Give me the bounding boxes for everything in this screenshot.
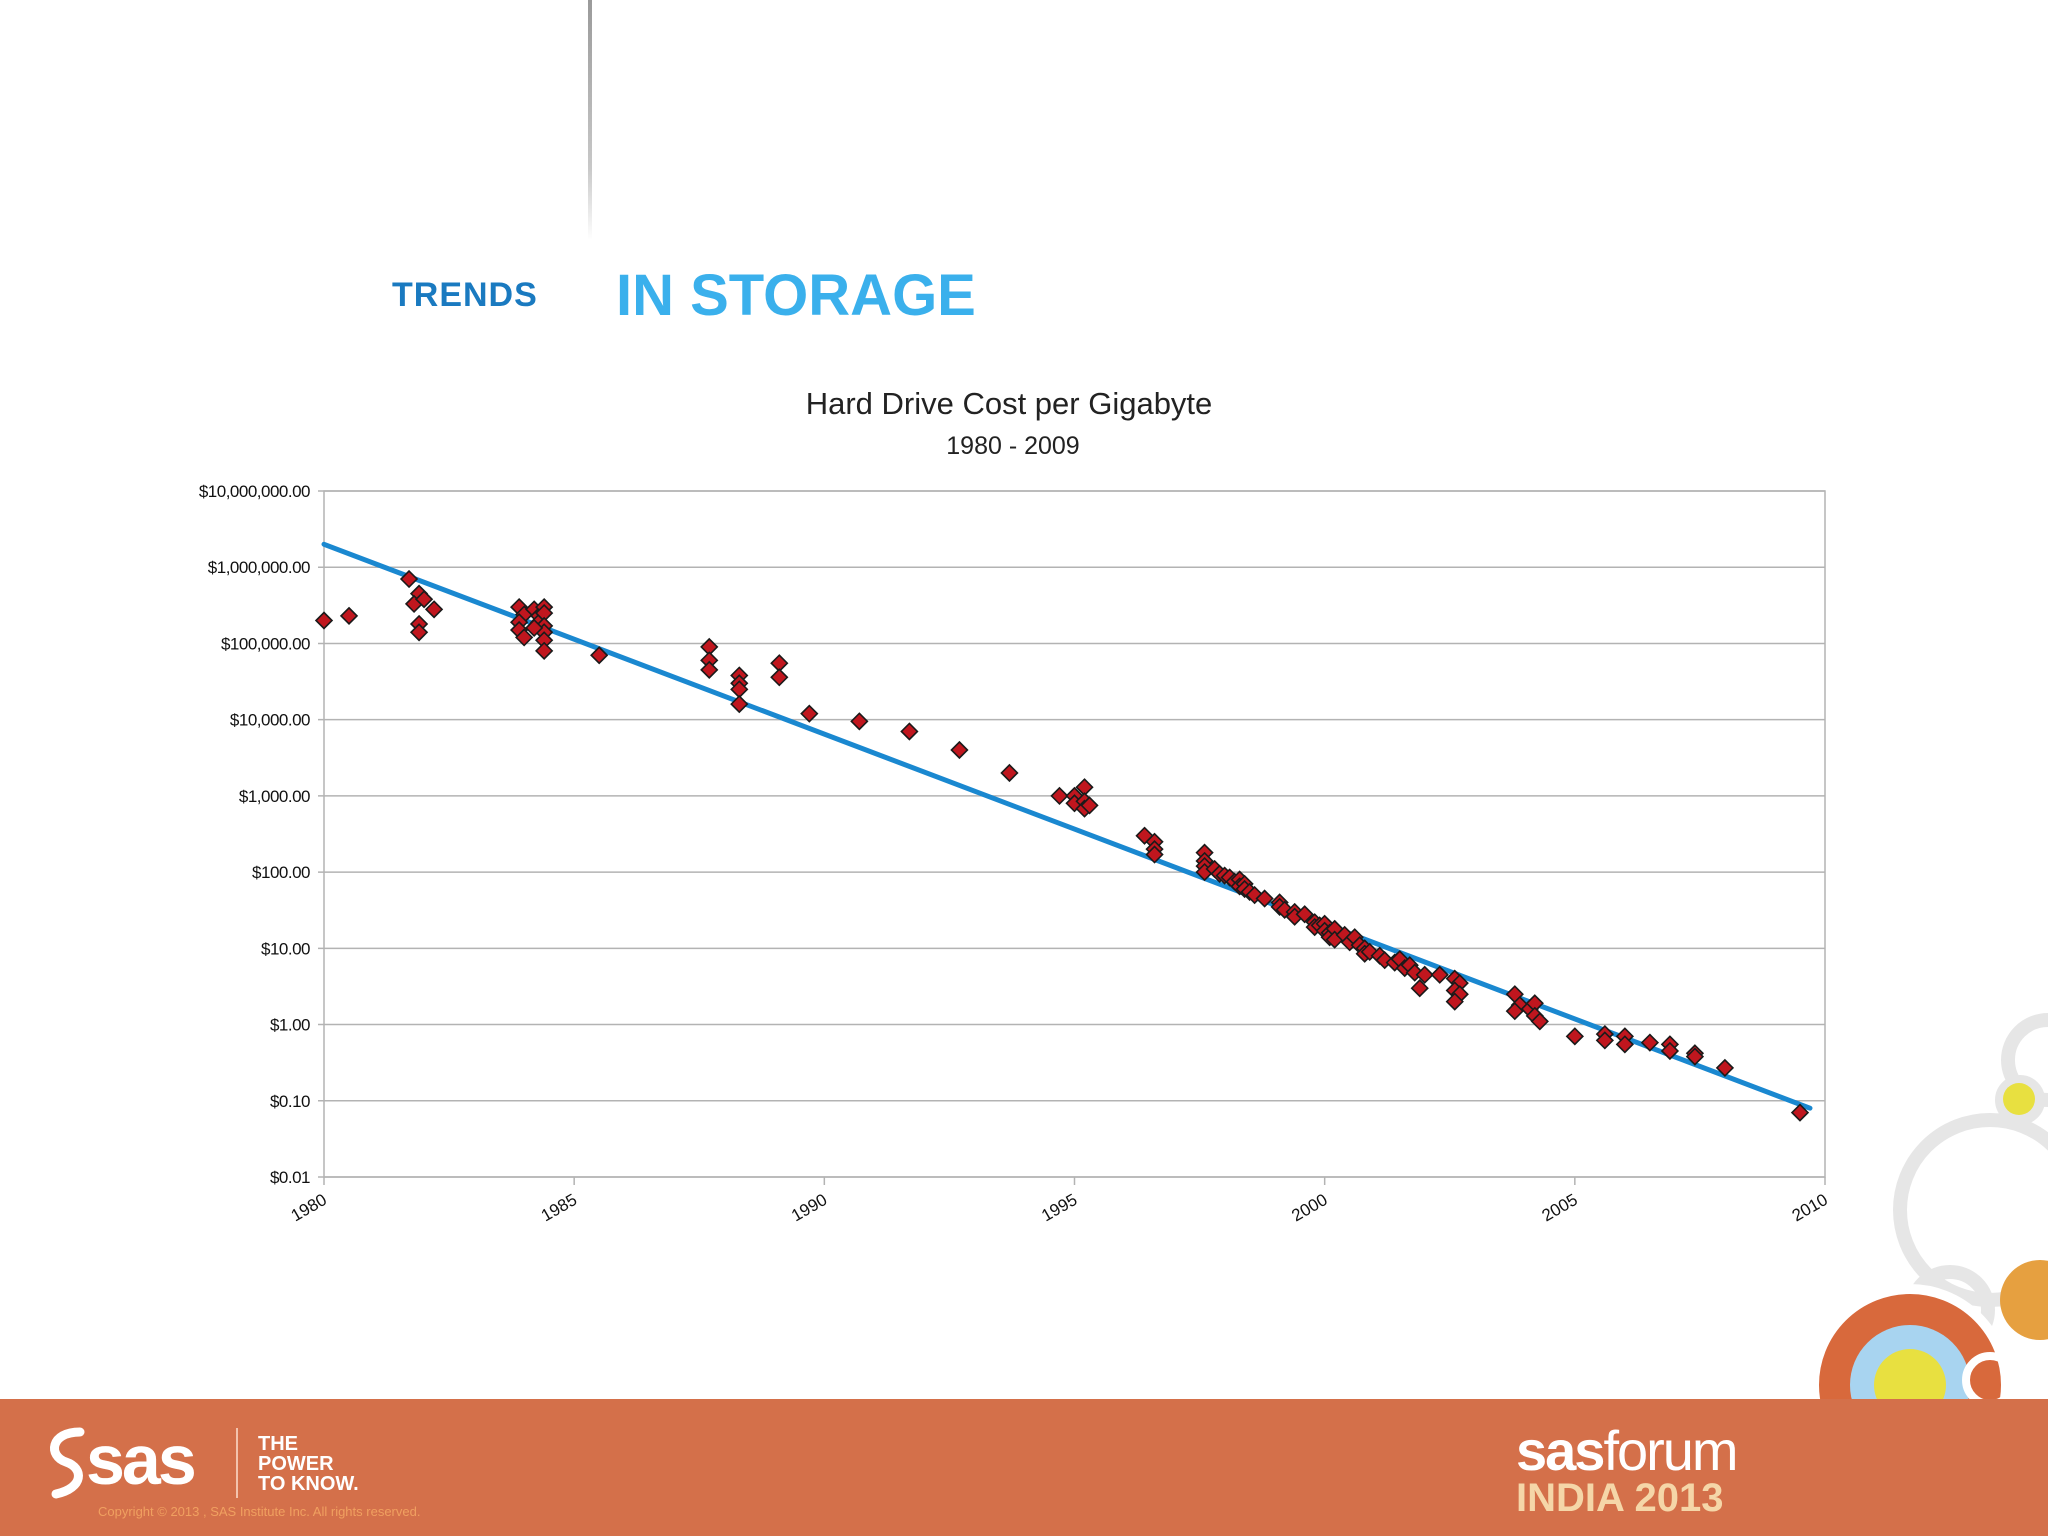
vertical-divider (588, 0, 592, 240)
chart-grid (318, 490, 1826, 1178)
data-point (1530, 1012, 1549, 1031)
chart-title: Hard Drive Cost per Gigabyte (806, 386, 1213, 421)
data-point (1715, 1058, 1735, 1078)
y-tick-label: $100.00 (252, 863, 310, 882)
data-point (1430, 965, 1449, 984)
data-point (414, 590, 434, 609)
x-tick-label: 1980 (288, 1190, 330, 1225)
data-point (314, 611, 334, 630)
data-points (314, 569, 1810, 1122)
data-point (1445, 992, 1464, 1011)
data-point (1505, 1002, 1524, 1021)
data-point (850, 712, 869, 731)
x-tick-label: 2005 (1539, 1190, 1581, 1225)
y-tick-label: $0.01 (270, 1168, 310, 1187)
y-tick-label: $1.00 (270, 1016, 310, 1035)
data-point (950, 740, 969, 760)
trendline-path (321, 541, 1813, 1111)
y-axis: $10,000,000.00 $1,000,000.00 $100,000.00 $1… (199, 482, 311, 1187)
data-point (424, 600, 444, 619)
event-logo-line-1: sasforum (1516, 1418, 1739, 1483)
data-point (1685, 1047, 1705, 1066)
x-tick-label: 1985 (538, 1190, 580, 1225)
data-point (339, 606, 359, 626)
data-point (730, 694, 749, 714)
data-point (1595, 1031, 1614, 1050)
data-point (1660, 1041, 1680, 1061)
y-tick-label: $10,000,000.00 (199, 482, 310, 501)
event-logo-line-2: INDIA 2013 (1516, 1476, 1724, 1521)
footer-bar (0, 1399, 2048, 1536)
chart-subtitle: 1980 - 2009 (946, 432, 1079, 460)
tagline: THE POWER TO KNOW. (258, 1434, 378, 1494)
x-tick-label: 1990 (788, 1190, 830, 1225)
slide-title-trends: TRENDS (392, 276, 538, 314)
data-point (800, 704, 819, 723)
data-point (900, 722, 919, 741)
data-point (1080, 796, 1099, 815)
y-tick-label: $10.00 (261, 939, 310, 958)
slide-title-in-storage: IN STORAGE (616, 263, 976, 328)
copyright-text: Copyright © 2013 , SAS Institute Inc. Al… (98, 1504, 421, 1519)
data-point (409, 623, 429, 642)
data-point (700, 660, 719, 680)
data-point (1295, 905, 1314, 924)
tagline-line-2: POWER (258, 1453, 334, 1475)
hard-drive-cost-chart: Hard Drive Cost per Gigabyte 1980 - 2009… (199, 386, 1831, 1225)
y-tick-label: $1,000.00 (239, 787, 310, 806)
data-point (399, 569, 419, 589)
trendline (321, 541, 1813, 1111)
x-tick-label: 2000 (1288, 1190, 1330, 1225)
x-tick-label: 2010 (1789, 1190, 1831, 1225)
sas-logo-text: sas (86, 1421, 197, 1499)
y-tick-label: $10,000.00 (230, 711, 310, 730)
data-point (1145, 845, 1164, 864)
data-point (525, 618, 544, 638)
tagline-line-1: THE (258, 1433, 298, 1455)
data-point (1050, 786, 1069, 806)
y-tick-label: $100,000.00 (221, 634, 310, 653)
data-point (1415, 965, 1434, 984)
event-brand: sas (1516, 1419, 1605, 1482)
data-point (770, 668, 789, 687)
event-word: forum (1603, 1419, 1738, 1482)
footer-divider (236, 1428, 238, 1498)
plot-frame (323, 490, 1826, 1178)
data-point (1000, 763, 1019, 783)
event-country: INDIA (1516, 1476, 1624, 1520)
tagline-line-3: TO KNOW. (258, 1473, 359, 1495)
data-point (1790, 1103, 1810, 1122)
sas-logo-swoosh-icon (50, 1427, 85, 1499)
data-point (1410, 979, 1429, 998)
y-tick-label: $0.10 (270, 1092, 310, 1111)
data-point (590, 646, 609, 665)
data-point (1565, 1027, 1584, 1046)
data-point (535, 641, 554, 660)
data-point (515, 628, 534, 647)
x-tick-label: 1995 (1038, 1190, 1080, 1225)
x-axis: 1980 1985 1990 1995 2000 2005 2010 (288, 1177, 1831, 1225)
y-tick-label: $1,000,000.00 (208, 558, 310, 577)
data-point (1615, 1035, 1634, 1054)
data-point (1255, 889, 1274, 908)
event-year: 2013 (1634, 1476, 1724, 1520)
data-point (1640, 1033, 1660, 1052)
